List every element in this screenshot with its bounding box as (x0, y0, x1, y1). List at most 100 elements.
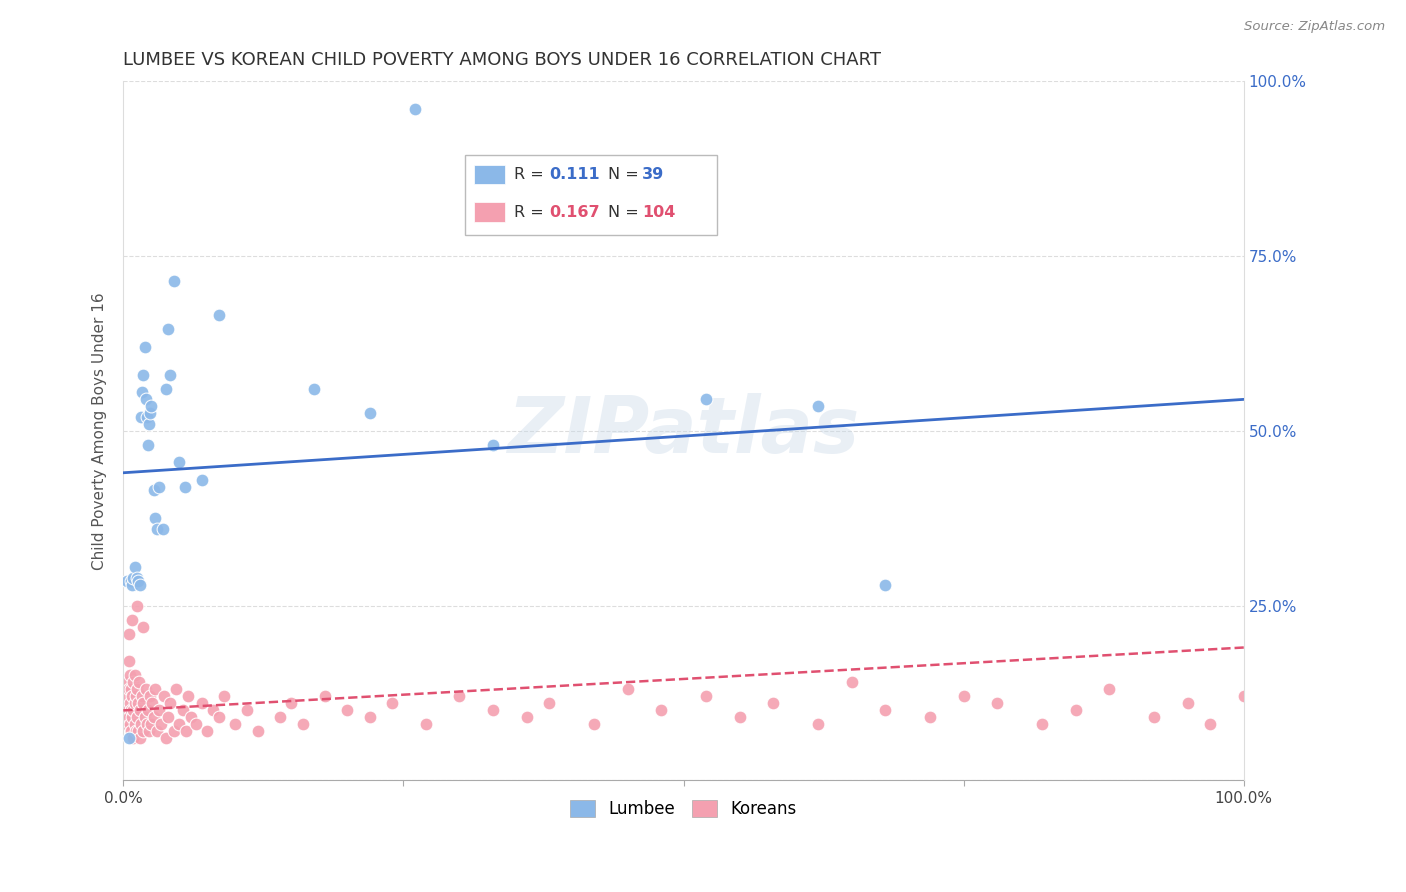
Point (807, 717, 830, 731)
Point (131, 385, 153, 400)
Point (157, 322, 180, 336)
Point (129, 703, 152, 717)
Point (125, 710, 148, 724)
Point (124, 690, 146, 704)
Point (163, 724, 186, 739)
Point (125, 599, 148, 613)
Point (177, 690, 200, 704)
Point (918, 710, 941, 724)
Point (152, 690, 174, 704)
Text: R =: R = (515, 204, 550, 219)
Point (280, 697, 302, 711)
Point (120, 724, 142, 739)
Point (125, 682, 148, 697)
Point (172, 703, 194, 717)
Point (235, 703, 257, 717)
Point (120, 682, 142, 697)
Point (169, 717, 191, 731)
FancyBboxPatch shape (465, 154, 717, 235)
Point (169, 455, 191, 469)
Point (118, 717, 141, 731)
Point (336, 703, 359, 717)
Point (195, 724, 218, 739)
Text: R =: R = (515, 167, 550, 182)
Point (115, 717, 138, 731)
Point (516, 710, 538, 724)
Point (121, 613, 143, 627)
Point (201, 703, 224, 717)
Point (269, 710, 291, 724)
Point (302, 382, 325, 396)
Point (875, 703, 897, 717)
Point (212, 690, 235, 704)
Point (124, 724, 146, 739)
Point (138, 417, 160, 431)
Point (121, 710, 143, 724)
Point (112, 703, 135, 717)
Text: N =: N = (609, 204, 644, 219)
Point (163, 274, 186, 288)
Point (190, 697, 212, 711)
Text: Source: ZipAtlas.com: Source: ZipAtlas.com (1244, 20, 1385, 33)
Point (141, 697, 163, 711)
Point (695, 690, 717, 704)
Point (146, 522, 169, 536)
Point (118, 682, 141, 697)
Point (136, 438, 159, 452)
Point (122, 571, 145, 585)
Point (122, 703, 145, 717)
Point (841, 675, 863, 690)
Point (115, 574, 138, 588)
Point (986, 697, 1008, 711)
Point (120, 703, 142, 717)
Point (616, 682, 638, 697)
Bar (474, 202, 505, 222)
Point (381, 697, 404, 711)
Point (122, 675, 145, 690)
Point (138, 724, 160, 739)
Point (129, 717, 152, 731)
Text: 104: 104 (643, 204, 675, 219)
Point (124, 668, 146, 682)
Point (190, 473, 212, 487)
Point (124, 717, 146, 731)
Y-axis label: Child Poverty Among Boys Under 16: Child Poverty Among Boys Under 16 (93, 292, 107, 570)
Point (148, 480, 170, 494)
Point (118, 655, 141, 669)
Point (1064, 703, 1087, 717)
Point (174, 724, 197, 739)
Point (124, 697, 146, 711)
Point (1199, 717, 1222, 731)
Point (135, 717, 157, 731)
Point (129, 731, 152, 746)
Point (415, 717, 437, 731)
Point (728, 710, 751, 724)
Point (807, 400, 830, 414)
Point (125, 571, 148, 585)
Point (207, 710, 229, 724)
Point (127, 724, 149, 739)
Point (135, 392, 157, 407)
Point (875, 577, 897, 591)
Point (142, 710, 165, 724)
Point (121, 577, 143, 591)
Point (134, 710, 156, 724)
Point (1233, 690, 1256, 704)
Point (1143, 710, 1166, 724)
Point (135, 409, 157, 424)
Point (118, 626, 141, 640)
Point (120, 574, 142, 588)
Point (224, 717, 246, 731)
Text: 39: 39 (643, 167, 664, 182)
Point (482, 703, 505, 717)
Point (762, 697, 785, 711)
Point (695, 392, 717, 407)
Point (582, 717, 605, 731)
Point (650, 703, 672, 717)
Point (124, 560, 146, 574)
Point (132, 368, 155, 382)
Point (127, 697, 149, 711)
Point (404, 103, 426, 117)
Point (143, 511, 166, 525)
Point (141, 717, 163, 731)
